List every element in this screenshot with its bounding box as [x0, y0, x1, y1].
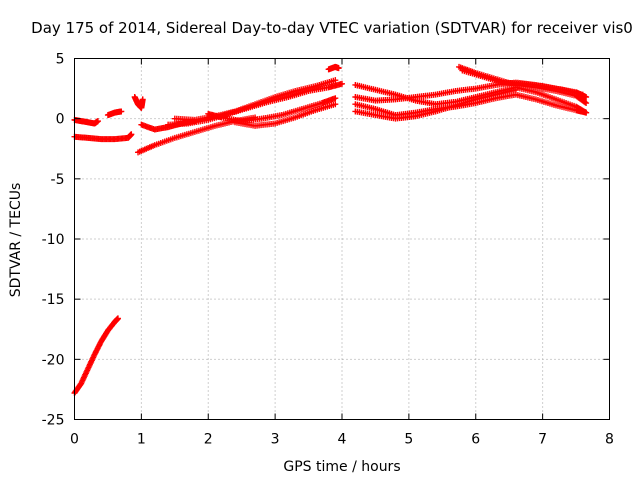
x-tick-label: 4	[338, 432, 347, 448]
data-point	[114, 315, 121, 322]
series-track-o	[352, 91, 590, 119]
x-tick-label: 8	[605, 432, 614, 448]
data-point	[579, 91, 586, 98]
series-track-c	[71, 131, 135, 143]
tick-layer: 0 1 2 3 4 5 6 7 8 5 0 -5 -10 -15 -20 -25	[42, 52, 614, 448]
data-point	[139, 96, 146, 103]
series-track-p	[352, 86, 519, 122]
x-tick-label: 3	[271, 432, 280, 448]
series-track-e	[131, 94, 146, 111]
chart-title: Day 175 of 2014, Sidereal Day-to-day VTE…	[31, 19, 633, 37]
data-point	[332, 95, 339, 102]
data-point	[332, 77, 339, 84]
data-point	[335, 65, 342, 72]
x-tick-label: 0	[70, 432, 79, 448]
data-point	[118, 108, 125, 115]
data-layer	[71, 63, 590, 397]
data-point	[94, 118, 101, 125]
data-point	[332, 101, 339, 108]
series-track-l	[325, 63, 342, 73]
x-axis-label: GPS time / hours	[283, 459, 400, 475]
x-tick-label: 6	[471, 432, 480, 448]
x-tick-label: 7	[538, 432, 547, 448]
series-track-d	[104, 108, 125, 119]
grid-layer	[74, 58, 610, 420]
series-track-b	[71, 116, 101, 127]
series-track-i	[165, 80, 345, 128]
y-tick-label: -15	[42, 292, 65, 308]
series-track-r	[459, 67, 586, 98]
x-tick-label: 1	[137, 432, 146, 448]
y-tick-label: 0	[56, 112, 65, 128]
y-tick-label: -25	[42, 413, 65, 429]
series-track-a	[71, 315, 121, 397]
data-point	[583, 100, 590, 107]
series-track-j	[205, 95, 339, 125]
x-tick-label: 5	[404, 432, 413, 448]
y-tick-label: -5	[51, 172, 65, 188]
data-point	[583, 109, 590, 116]
data-point	[339, 80, 345, 87]
y-axis-label: SDTVAR / TECUs	[8, 183, 24, 298]
series-track-k	[232, 101, 339, 129]
y-tick-label: 5	[56, 52, 65, 68]
data-point	[128, 131, 135, 138]
y-tick-label: -20	[42, 352, 65, 368]
data-point	[582, 99, 589, 106]
y-tick-label: -10	[42, 232, 65, 248]
data-point	[583, 94, 590, 101]
x-tick-label: 2	[204, 432, 213, 448]
